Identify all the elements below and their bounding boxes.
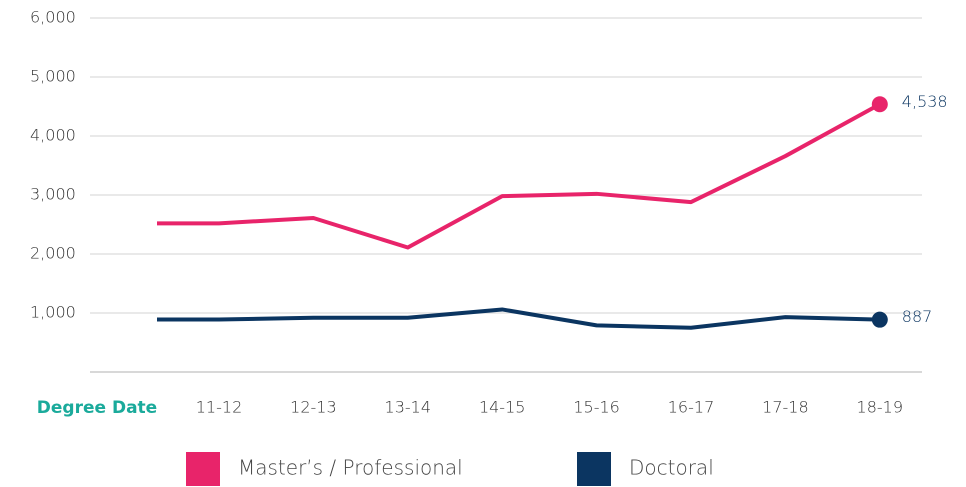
x-axis-label: Degree Date xyxy=(37,398,157,418)
end-point xyxy=(871,311,888,328)
x-tick-label: 18-19 xyxy=(857,398,904,417)
x-tick-label: 14-15 xyxy=(479,398,526,417)
data-label: 887 xyxy=(902,307,933,326)
x-tick-label: 11-12 xyxy=(196,398,243,417)
y-tick-label: 5,000 xyxy=(30,67,76,86)
y-tick-label: 2,000 xyxy=(30,244,76,263)
series-line xyxy=(157,102,881,250)
legend-swatch xyxy=(186,452,220,486)
y-tick-label: 6,000 xyxy=(30,8,76,27)
legend-label: Doctoral xyxy=(629,456,714,480)
x-tick-label: 16-17 xyxy=(668,398,715,417)
x-tick-label: 17-18 xyxy=(762,398,809,417)
y-tick-label: 1,000 xyxy=(30,303,76,322)
y-tick-label: 4,000 xyxy=(30,126,76,145)
data-label: 4,538 xyxy=(902,92,948,111)
legend-swatch xyxy=(577,452,611,486)
x-tick-label: 15-16 xyxy=(573,398,620,417)
x-tick-label: 12-13 xyxy=(290,398,337,417)
series-line xyxy=(157,307,880,330)
x-tick-label: 13-14 xyxy=(385,398,432,417)
legend-label: Master’s / Professional xyxy=(238,456,463,480)
y-tick-label: 3,000 xyxy=(30,185,76,204)
end-point xyxy=(871,96,888,113)
